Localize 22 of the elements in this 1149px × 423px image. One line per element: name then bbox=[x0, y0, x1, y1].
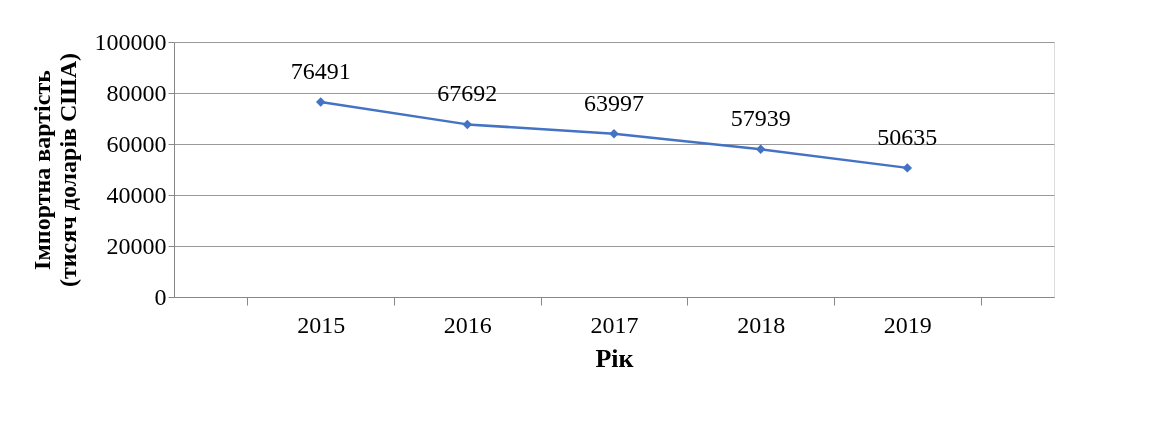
x-tick-label: 2019 bbox=[883, 311, 932, 338]
y-axis-title: Імпортна вартість (тисяч доларів США) bbox=[28, 52, 81, 288]
x-tick-label: 2015 bbox=[297, 311, 346, 338]
data-label: 76491 bbox=[290, 57, 351, 84]
y-tick-label: 60000 bbox=[106, 130, 167, 157]
y-tick-label: 0 bbox=[154, 283, 167, 310]
data-label: 67692 bbox=[437, 80, 498, 107]
data-label: 50635 bbox=[877, 123, 938, 150]
data-label: 63997 bbox=[584, 89, 644, 116]
point bbox=[462, 119, 473, 130]
data-label: 57939 bbox=[730, 105, 791, 132]
x-tick-label: 2017 bbox=[590, 311, 639, 338]
y-tick-label: 80000 bbox=[106, 79, 167, 106]
x-tick-label: 2016 bbox=[443, 311, 492, 338]
y-tick-label: 100000 bbox=[94, 28, 167, 55]
y-tick-label: 20000 bbox=[106, 232, 167, 259]
point bbox=[755, 144, 766, 154]
y-tick-label: 40000 bbox=[106, 181, 167, 208]
point bbox=[315, 97, 326, 107]
point bbox=[902, 163, 913, 173]
x-axis-title: Рік bbox=[595, 343, 634, 373]
x-tick-label: 2018 bbox=[737, 311, 786, 338]
